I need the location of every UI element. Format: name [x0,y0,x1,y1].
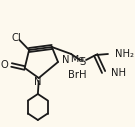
Text: O: O [0,60,8,70]
Text: BrH: BrH [68,70,87,80]
Text: NH: NH [111,68,126,78]
Text: NH₂: NH₂ [115,49,134,59]
Text: Cl: Cl [12,33,22,43]
Text: N: N [34,77,42,87]
Text: S: S [79,57,86,67]
Text: N: N [62,55,69,65]
Text: Me: Me [70,55,84,65]
